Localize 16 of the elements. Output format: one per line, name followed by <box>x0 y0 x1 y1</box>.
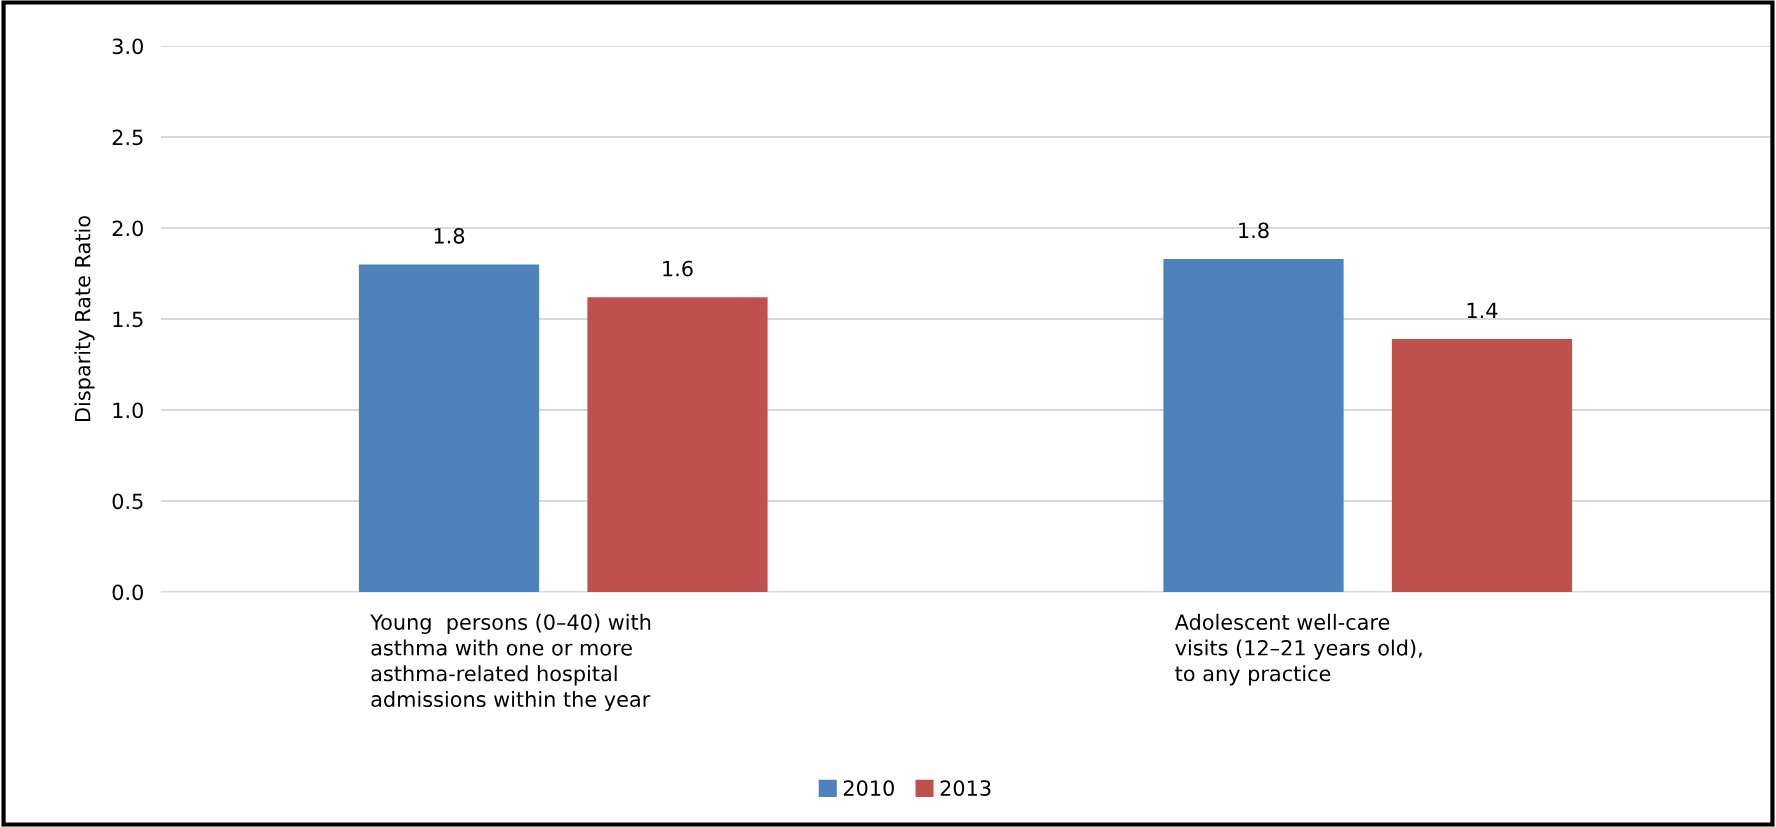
data-label: 1.6 <box>663 260 693 277</box>
legend-label: 2010 <box>843 780 894 796</box>
y-axis-title: Disparity Rate Ratio <box>74 216 95 421</box>
y-tick-label: 2.0 <box>112 220 143 237</box>
legend-label: 2013 <box>940 780 991 796</box>
y-tick-label: 2.5 <box>112 129 143 146</box>
x-tick-label: Young persons (0–40) with asthma with one or more asthma-related hospital admissions within the year <box>370 613 651 712</box>
y-tick-label: 1.5 <box>113 311 143 328</box>
data-label: 1.8 <box>434 227 465 244</box>
y-tick-label: 0.5 <box>112 493 143 510</box>
y-tick-label: 3.0 <box>112 38 143 55</box>
data-label: 1.4 <box>1467 302 1498 319</box>
y-tick-label: 0.0 <box>112 584 143 601</box>
y-tick-label: 1.0 <box>113 402 143 419</box>
x-tick-label: Adolescent well-care visits (12–21 years old), to any practice <box>1174 613 1422 686</box>
data-label: 1.8 <box>1239 222 1269 239</box>
